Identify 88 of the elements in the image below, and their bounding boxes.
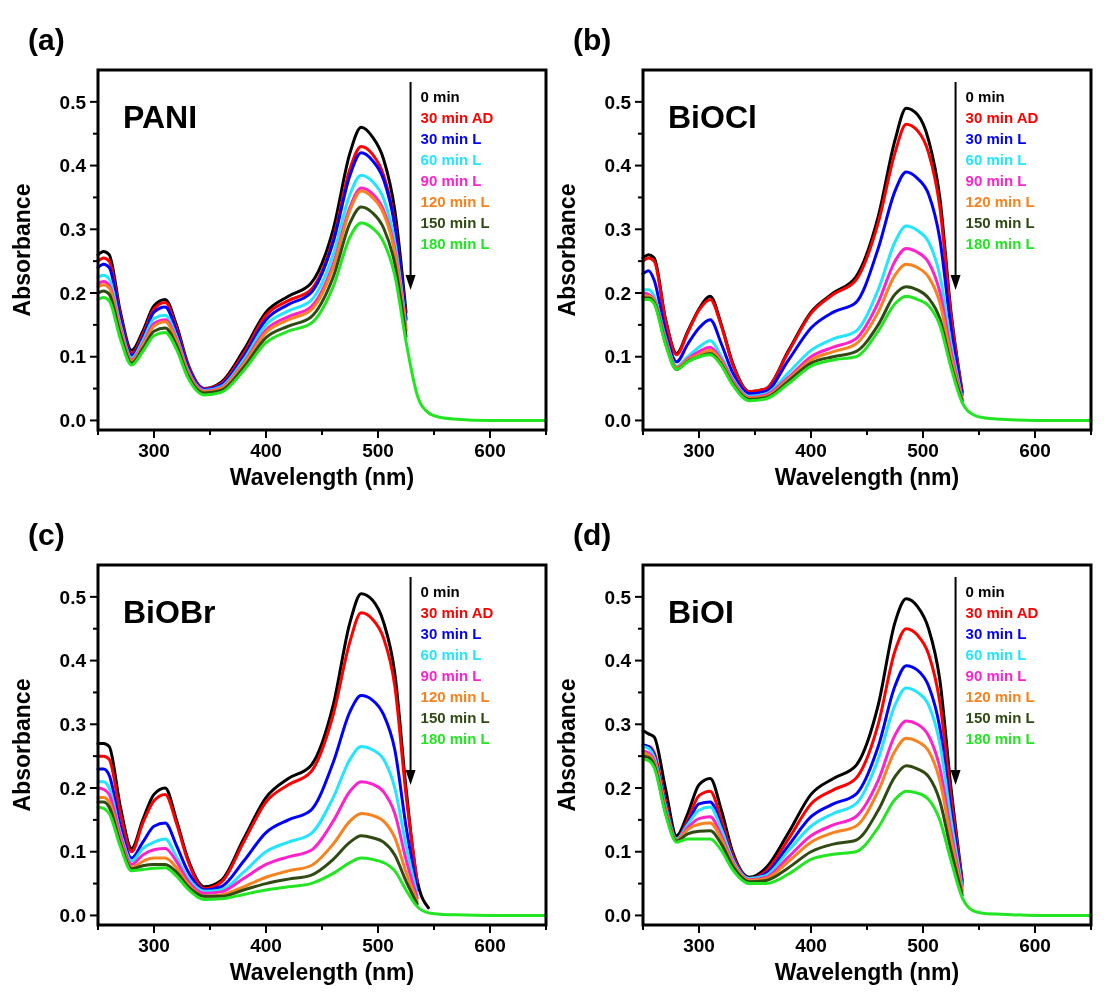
y-tick-label: 0.4	[59, 650, 87, 672]
y-tick-label: 0.5	[59, 586, 87, 608]
y-tick-label: 0.4	[59, 155, 87, 177]
y-tick-label: 0.4	[604, 155, 632, 177]
text: 30 min L	[965, 130, 1027, 147]
text: 0 min	[965, 583, 1005, 600]
text: 90 min L	[965, 667, 1027, 684]
y-tick-label: 0.0	[59, 905, 86, 927]
x-tick-label: 500	[362, 440, 394, 461]
chart-title: (a)	[28, 23, 65, 56]
chart-title: (c)	[28, 518, 65, 551]
x-tick-label: 600	[1019, 440, 1051, 461]
text: 30 min AD	[965, 604, 1039, 621]
annotation: PANI	[123, 99, 198, 135]
annotation: BiOI	[668, 594, 734, 630]
x-tick-label: 300	[138, 440, 170, 461]
text: 180 min L	[420, 730, 490, 747]
y-tick-label: 0.5	[604, 91, 632, 113]
text: 30 min AD	[420, 109, 494, 126]
y-tick-label: 0.4	[604, 650, 632, 672]
y-tick-label: 0.0	[604, 905, 631, 927]
text: 0 min	[420, 88, 460, 105]
y-axis-title: Absorbance	[554, 678, 580, 812]
text: 30 min L	[420, 625, 482, 642]
y-tick-label: 0.5	[604, 586, 632, 608]
y-tick-label: 0.1	[59, 841, 87, 863]
text: 120 min L	[965, 193, 1035, 210]
x-tick-label: 600	[474, 440, 506, 461]
text: 180 min L	[965, 235, 1035, 252]
text: 60 min L	[965, 151, 1027, 168]
text: 90 min L	[420, 667, 482, 684]
x-tick-label: 600	[1019, 935, 1051, 956]
y-tick-label: 0.3	[59, 218, 86, 240]
text: 150 min L	[420, 709, 490, 726]
x-tick-label: 400	[250, 440, 282, 461]
text: 150 min L	[965, 709, 1035, 726]
text: 60 min L	[965, 646, 1027, 663]
text: 90 min L	[420, 172, 482, 189]
y-tick-label: 0.1	[604, 841, 632, 863]
text: 180 min L	[420, 235, 490, 252]
annotation: BiOBr	[123, 594, 216, 630]
text: 120 min L	[420, 193, 490, 210]
y-tick-label: 0.2	[59, 282, 86, 304]
y-tick-label: 0.2	[604, 777, 631, 799]
y-tick-label: 0.0	[59, 410, 86, 432]
x-tick-label: 400	[795, 440, 827, 461]
y-tick-label: 0.5	[59, 91, 87, 113]
y-tick-label: 0.2	[604, 282, 631, 304]
x-tick-label: 300	[683, 440, 715, 461]
x-tick-label: 400	[250, 935, 282, 956]
text: 30 min L	[420, 130, 482, 147]
text: 30 min L	[965, 625, 1027, 642]
text: 0 min	[965, 88, 1005, 105]
text: 120 min L	[420, 688, 490, 705]
x-tick-label: 300	[683, 935, 715, 956]
y-axis-title: Absorbance	[9, 678, 35, 812]
x-axis-title: Wavelength (nm)	[774, 959, 960, 985]
x-tick-label: 500	[907, 935, 939, 956]
x-tick-label: 300	[138, 935, 170, 956]
x-axis-title: Wavelength (nm)	[229, 464, 415, 490]
text: 150 min L	[420, 214, 490, 231]
x-tick-label: 500	[907, 440, 939, 461]
x-axis-title: Wavelength (nm)	[774, 464, 960, 490]
x-tick-label: 600	[474, 935, 506, 956]
chart-title: (d)	[573, 518, 612, 551]
text: 90 min L	[965, 172, 1027, 189]
y-tick-label: 0.0	[604, 410, 631, 432]
annotation: BiOCl	[668, 99, 757, 135]
text: 30 min AD	[420, 604, 494, 621]
text: 0 min	[420, 583, 460, 600]
y-tick-label: 0.3	[604, 218, 631, 240]
text: 180 min L	[965, 730, 1035, 747]
y-tick-label: 0.3	[59, 713, 86, 735]
y-axis-title: Absorbance	[9, 183, 35, 317]
text: 120 min L	[965, 688, 1035, 705]
text: 60 min L	[420, 646, 482, 663]
x-tick-label: 500	[362, 935, 394, 956]
text: 30 min AD	[965, 109, 1039, 126]
x-axis-title: Wavelength (nm)	[229, 959, 415, 985]
y-axis-title: Absorbance	[554, 183, 580, 317]
y-tick-label: 0.1	[604, 346, 632, 368]
text: 150 min L	[965, 214, 1035, 231]
x-tick-label: 400	[795, 935, 827, 956]
y-tick-label: 0.2	[59, 777, 86, 799]
text: 60 min L	[420, 151, 482, 168]
y-tick-label: 0.3	[604, 713, 631, 735]
y-tick-label: 0.1	[59, 346, 87, 368]
chart-title: (b)	[573, 23, 612, 56]
